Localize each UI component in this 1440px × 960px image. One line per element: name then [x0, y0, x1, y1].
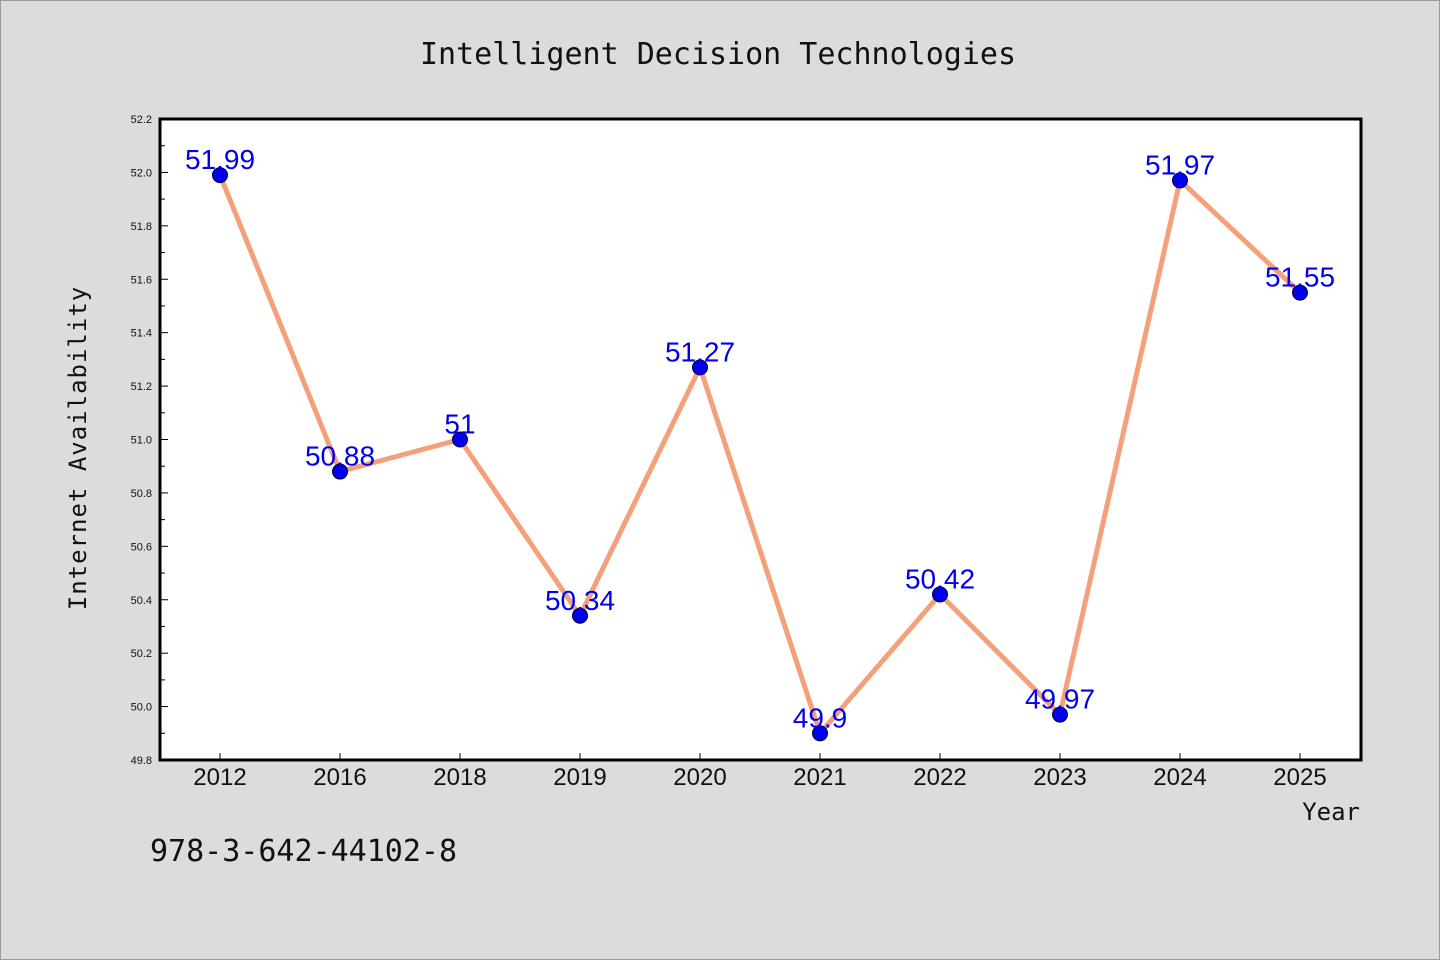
y-tick-label: 51.6 [131, 274, 152, 286]
plot-area [158, 117, 1363, 762]
data-point [1172, 172, 1188, 189]
y-axis-ticks: 49.8 50.0 50.2 50.4 50.6 50.8 51.0 51.2 51.4 51.6… [131, 114, 168, 767]
y-tick-label: 51.0 [131, 435, 152, 447]
y-axis-label: Internet Availability [64, 286, 92, 610]
data-label: 50.34 [545, 585, 615, 616]
y-tick-label: 50.0 [131, 702, 152, 714]
data-label: 50.42 [905, 563, 975, 594]
y-tick-label: 50.6 [131, 541, 152, 553]
data-label: 51.99 [185, 144, 255, 175]
data-label: 51.27 [665, 336, 735, 367]
data-label: 49.97 [1025, 684, 1095, 715]
data-point [932, 586, 948, 603]
y-tick-label: 52.0 [131, 167, 152, 179]
data-point [332, 463, 348, 480]
y-tick-label: 51.4 [131, 328, 152, 340]
x-tick-label: 2024 [1153, 764, 1206, 791]
data-labels: 51.99 50.88 51 50.34 51.27 49.9 50.42 49.97 51.9… [185, 144, 1335, 733]
data-point [1052, 706, 1068, 723]
chart-title: Intelligent Decision Technologies [420, 37, 1016, 72]
y-tick-label: 50.4 [131, 595, 152, 607]
y-tick-label: 50.8 [131, 488, 152, 500]
y-tick-label: 52.2 [131, 114, 152, 126]
x-axis-ticks: 2012 2016 2018 2019 2020 2021 2022 2023 2024 2025 [193, 753, 1327, 791]
x-tick-label: 2022 [913, 764, 966, 791]
y-tick-label: 51.8 [131, 221, 152, 233]
data-label: 49.9 [793, 702, 848, 733]
x-tick-label: 2025 [1273, 764, 1326, 791]
data-point [1292, 284, 1308, 301]
data-label: 51 [444, 409, 475, 440]
y-tick-label: 49.8 [131, 755, 152, 767]
x-tick-label: 2023 [1033, 764, 1086, 791]
data-label: 50.88 [305, 441, 375, 472]
x-tick-label: 2016 [313, 764, 366, 791]
series-line [217, 172, 1303, 736]
data-point [692, 359, 708, 376]
data-point [212, 167, 228, 184]
data-point [572, 607, 588, 624]
x-tick-label: 2018 [433, 764, 486, 791]
y-tick-label: 51.2 [131, 381, 152, 393]
data-label: 51.55 [1265, 262, 1335, 293]
data-point [452, 431, 468, 448]
x-tick-label: 2012 [193, 764, 246, 791]
x-axis-label: Year [1302, 798, 1360, 826]
x-tick-label: 2021 [793, 764, 846, 791]
data-point [812, 725, 828, 742]
isbn-text: 978-3-642-44102-8 [150, 834, 458, 869]
x-tick-label: 2020 [673, 764, 726, 791]
series-markers [212, 167, 1308, 742]
series-line-group [217, 172, 1303, 736]
x-tick-label: 2019 [553, 764, 606, 791]
y-tick-label: 50.2 [131, 648, 152, 660]
data-label: 51.97 [1145, 149, 1215, 180]
